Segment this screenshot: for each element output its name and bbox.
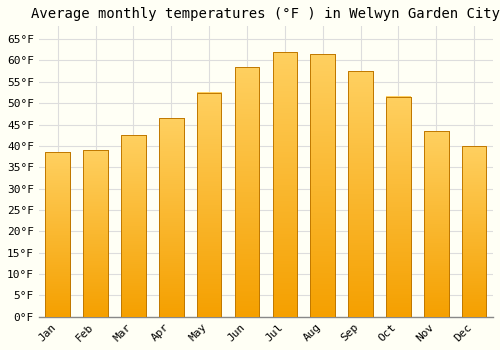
Bar bbox=[310, 54, 335, 317]
Bar bbox=[348, 71, 373, 317]
Bar bbox=[272, 52, 297, 317]
Bar bbox=[386, 97, 410, 317]
Bar bbox=[159, 118, 184, 317]
Bar bbox=[462, 146, 486, 317]
Bar bbox=[424, 131, 448, 317]
Bar bbox=[84, 150, 108, 317]
Bar bbox=[197, 92, 222, 317]
Bar bbox=[234, 67, 260, 317]
Bar bbox=[272, 52, 297, 317]
Bar bbox=[159, 118, 184, 317]
Bar bbox=[310, 54, 335, 317]
Bar bbox=[386, 97, 410, 317]
Bar bbox=[234, 67, 260, 317]
Title: Average monthly temperatures (°F ) in Welwyn Garden City: Average monthly temperatures (°F ) in We… bbox=[32, 7, 500, 21]
Bar bbox=[348, 71, 373, 317]
Bar bbox=[84, 150, 108, 317]
Bar bbox=[46, 152, 70, 317]
Bar bbox=[121, 135, 146, 317]
Bar bbox=[46, 152, 70, 317]
Bar bbox=[121, 135, 146, 317]
Bar bbox=[197, 92, 222, 317]
Bar bbox=[424, 131, 448, 317]
Bar bbox=[462, 146, 486, 317]
